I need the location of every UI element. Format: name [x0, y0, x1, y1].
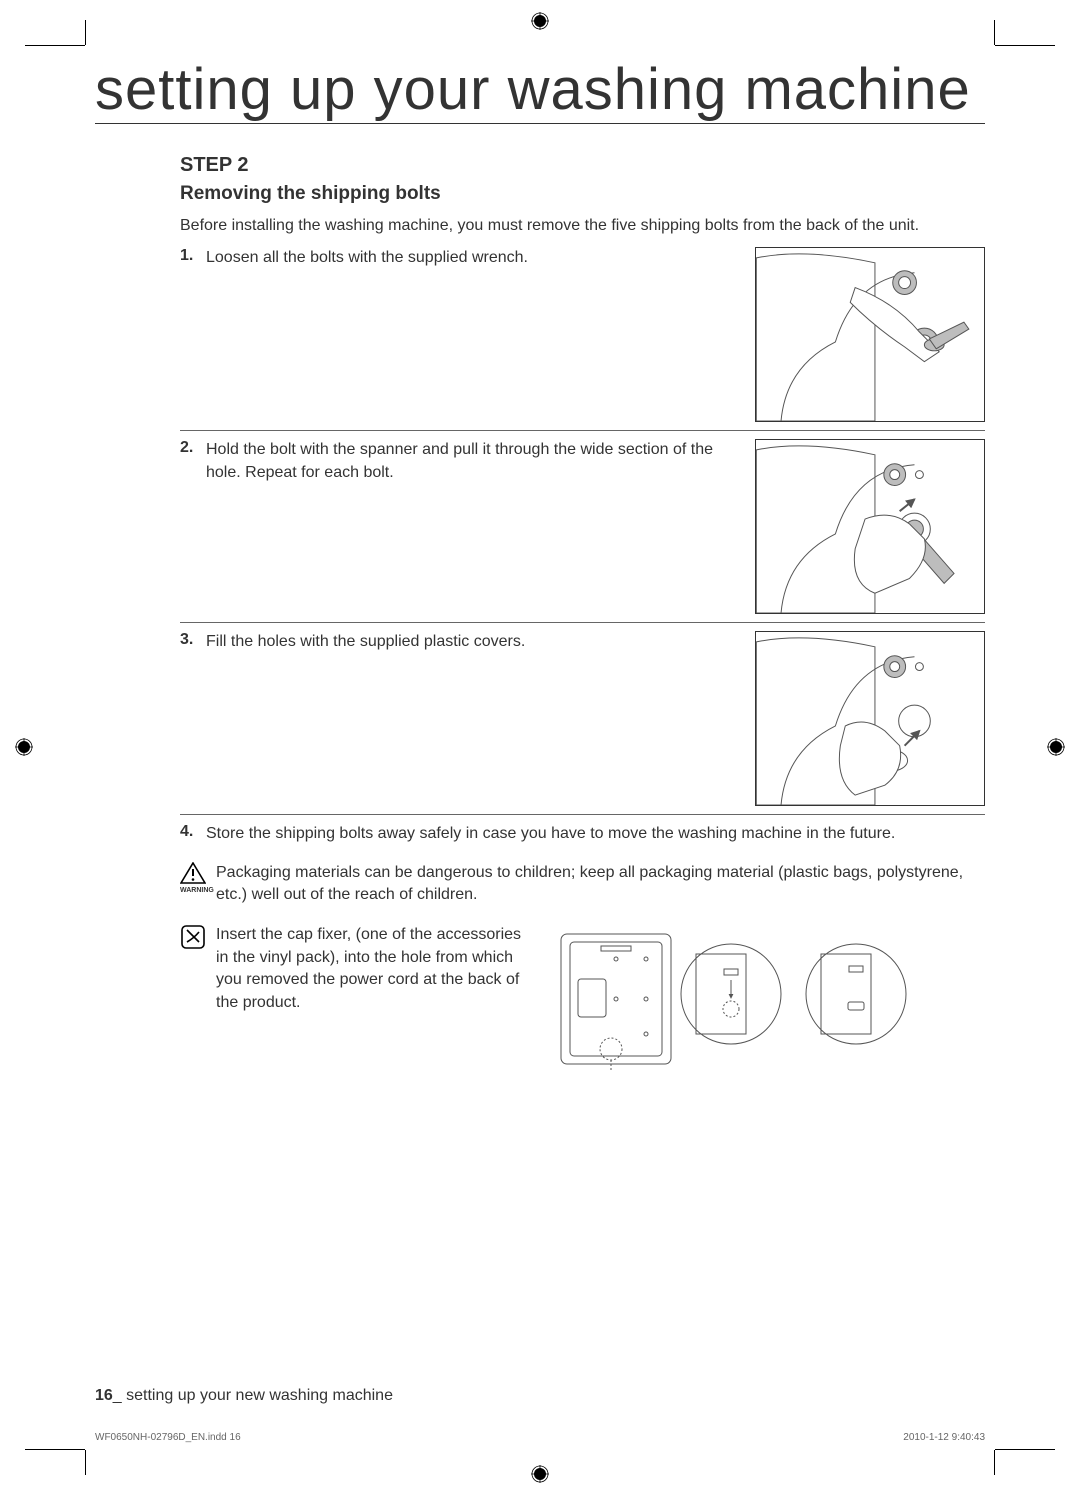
registration-mark-icon [531, 1465, 549, 1483]
registration-mark-icon [531, 12, 549, 30]
illustration-pull-bolt [755, 439, 985, 614]
print-meta-filename: WF0650NH-02796D_EN.indd 16 [95, 1432, 241, 1443]
illustration-cap-fixer [546, 924, 926, 1074]
illustration-loosen-bolts [755, 247, 985, 422]
step-text: Fill the holes with the supplied plastic… [206, 631, 755, 653]
crop-mark [85, 1450, 86, 1475]
step-row: 1. Loosen all the bolts with the supplie… [180, 247, 985, 431]
note-icon [180, 924, 206, 950]
warning-text: Packaging materials can be dangerous to … [216, 862, 985, 907]
warning-block: WARNING Packaging materials can be dange… [180, 862, 985, 907]
crop-mark [25, 1449, 85, 1450]
note-text: Insert the cap fixer, (one of the access… [216, 924, 526, 1014]
footer-sep: _ [113, 1387, 126, 1404]
note-icon-wrap [180, 924, 216, 955]
step-text: Hold the bolt with the spanner and pull … [206, 439, 755, 484]
step-number: 1. [180, 247, 206, 265]
step-number: 2. [180, 439, 206, 457]
registration-mark-icon [15, 738, 33, 756]
content-block: STEP 2 Removing the shipping bolts Befor… [95, 154, 985, 1075]
step-number: 4. [180, 823, 206, 841]
step-text: Store the shipping bolts away safely in … [206, 823, 985, 845]
warning-icon [180, 862, 206, 884]
step-number: 3. [180, 631, 206, 649]
crop-mark [25, 45, 85, 46]
step-row: 3. Fill the holes with the supplied plas… [180, 631, 985, 815]
intro-text: Before installing the washing machine, y… [180, 215, 985, 237]
crop-mark [995, 45, 1055, 46]
page-number: 16 [95, 1387, 113, 1404]
note-block: Insert the cap fixer, (one of the access… [180, 924, 985, 1074]
warning-label: WARNING [180, 887, 216, 894]
crop-mark [85, 20, 86, 45]
footer-text: setting up your new washing machine [126, 1387, 393, 1404]
illustration-plastic-covers [755, 631, 985, 806]
crop-mark [995, 1449, 1055, 1450]
step-text: Loosen all the bolts with the supplied w… [206, 247, 755, 269]
print-meta-timestamp: 2010-1-12 9:40:43 [903, 1432, 985, 1443]
step-row: 2. Hold the bolt with the spanner and pu… [180, 439, 985, 623]
step-label: STEP 2 [180, 154, 985, 177]
page-footer: 16_ setting up your new washing machine [95, 1387, 393, 1405]
page-title: setting up your washing machine [95, 60, 985, 124]
page-content: setting up your washing machine STEP 2 R… [95, 60, 985, 1074]
crop-mark [994, 20, 995, 45]
registration-mark-icon [1047, 738, 1065, 756]
warning-icon-wrap: WARNING [180, 862, 216, 894]
step-subtitle: Removing the shipping bolts [180, 183, 985, 205]
step-row: 4. Store the shipping bolts away safely … [180, 823, 985, 853]
crop-mark [994, 1450, 995, 1475]
